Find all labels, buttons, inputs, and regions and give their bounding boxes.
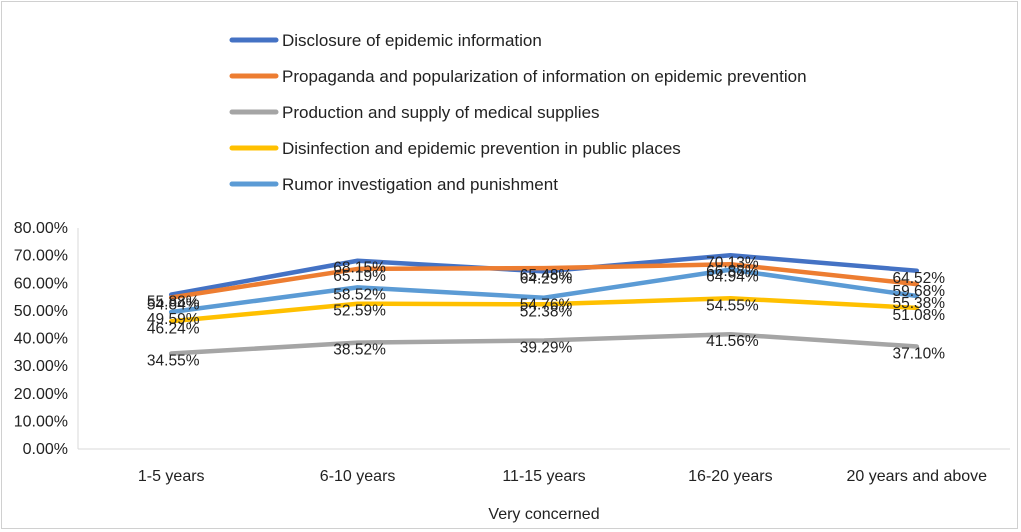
data-label: 66.88% xyxy=(706,263,759,280)
y-tick-label: 70.00% xyxy=(14,248,68,265)
data-label: 39.29% xyxy=(520,339,573,356)
data-label: 64.52% xyxy=(893,270,946,287)
data-label: 38.52% xyxy=(333,342,386,359)
legend-label: Disinfection and epidemic prevention in … xyxy=(282,139,681,158)
data-label: 65.48% xyxy=(520,267,573,284)
y-tick-label: 40.00% xyxy=(14,331,68,348)
data-label: 64.29% xyxy=(520,270,573,287)
y-tick-label: 30.00% xyxy=(14,358,68,375)
x-tick-label: 11-15 years xyxy=(502,468,585,485)
series-line xyxy=(168,261,920,300)
data-label: 41.56% xyxy=(706,333,759,350)
y-tick-label: 80.00% xyxy=(14,220,68,237)
x-tick-label: 6-10 years xyxy=(320,468,396,485)
legend-label: Disclosure of epidemic information xyxy=(282,31,542,50)
legend-label: Propaganda and popularization of informa… xyxy=(282,67,807,86)
data-label: 70.13% xyxy=(706,254,759,271)
x-tick-label: 20 years and above xyxy=(847,468,988,485)
data-label: 49.59% xyxy=(147,311,200,328)
legend-label: Production and supply of medical supplie… xyxy=(282,103,600,122)
data-label: 54.55% xyxy=(706,297,759,314)
data-label: 37.10% xyxy=(893,346,946,363)
y-tick-label: 60.00% xyxy=(14,275,68,292)
series-line xyxy=(168,331,920,356)
data-label: 55.38% xyxy=(893,295,946,312)
legend-label: Rumor investigation and punishment xyxy=(282,175,558,194)
data-label: 65.19% xyxy=(333,268,386,285)
series-line xyxy=(168,253,920,297)
data-label: 55.88% xyxy=(147,294,200,311)
data-label: 52.59% xyxy=(333,303,386,320)
data-label: 58.52% xyxy=(333,286,386,303)
x-axis-title: Very concerned xyxy=(488,506,599,523)
series-line xyxy=(168,267,920,315)
data-label: 52.38% xyxy=(520,303,573,320)
data-label: 54.76% xyxy=(520,297,573,314)
data-label: 54.84% xyxy=(147,297,200,314)
y-tick-label: 10.00% xyxy=(14,413,68,430)
data-label: 51.08% xyxy=(893,307,946,324)
data-label: 68.15% xyxy=(333,260,386,277)
y-tick-label: 20.00% xyxy=(14,386,68,403)
data-label: 59.68% xyxy=(893,283,946,300)
x-tick-label: 1-5 years xyxy=(138,468,205,485)
data-label: 34.55% xyxy=(147,353,200,370)
x-tick-label: 16-20 years xyxy=(688,468,773,485)
y-tick-label: 50.00% xyxy=(14,303,68,320)
data-label: 64.94% xyxy=(706,269,759,286)
data-label: 46.24% xyxy=(147,320,200,337)
series-line xyxy=(168,296,920,324)
y-tick-label: 0.00% xyxy=(23,441,68,458)
